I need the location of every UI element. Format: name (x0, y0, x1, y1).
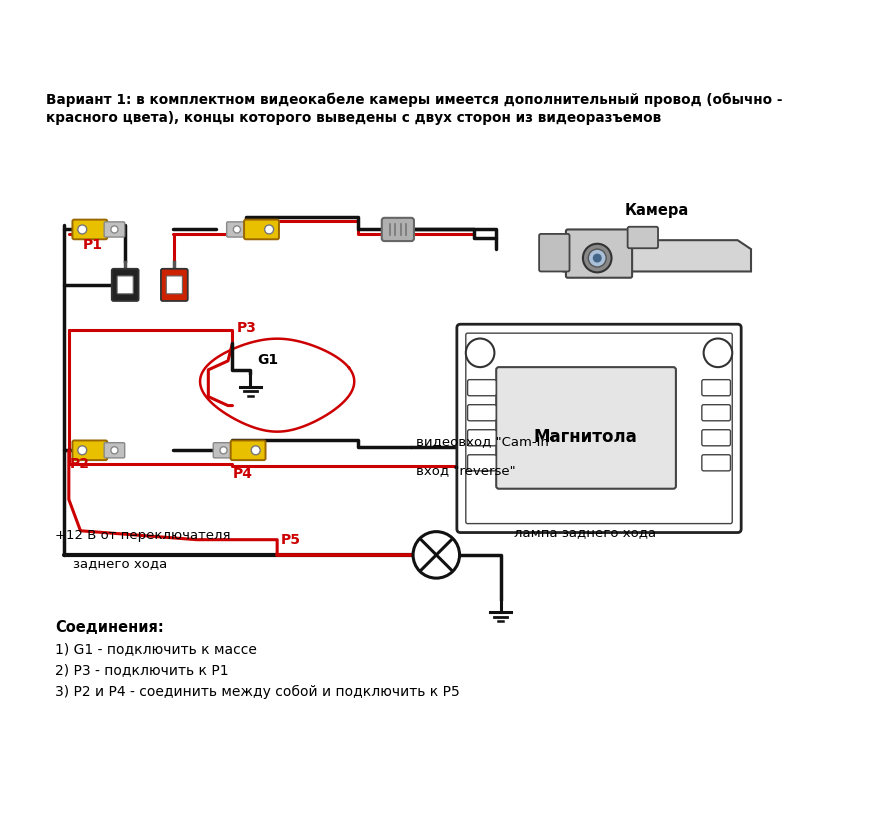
FancyBboxPatch shape (468, 455, 496, 471)
FancyBboxPatch shape (231, 440, 265, 460)
Circle shape (704, 338, 732, 367)
FancyBboxPatch shape (166, 276, 182, 294)
FancyBboxPatch shape (72, 220, 107, 239)
FancyBboxPatch shape (457, 324, 741, 533)
FancyBboxPatch shape (213, 443, 233, 458)
Text: 3) Р2 и Р4 - соединить между собой и подключить к Р5: 3) Р2 и Р4 - соединить между собой и под… (56, 685, 461, 699)
Text: P3: P3 (237, 321, 256, 335)
FancyBboxPatch shape (72, 440, 107, 460)
Text: 1) G1 - подключить к массе: 1) G1 - подключить к массе (56, 642, 257, 656)
Circle shape (110, 447, 118, 454)
Text: P1: P1 (82, 238, 103, 252)
FancyBboxPatch shape (111, 268, 139, 301)
Circle shape (233, 226, 240, 233)
FancyBboxPatch shape (117, 276, 133, 294)
FancyBboxPatch shape (104, 443, 125, 458)
FancyBboxPatch shape (468, 405, 496, 421)
Circle shape (413, 532, 460, 578)
FancyBboxPatch shape (539, 234, 569, 272)
FancyBboxPatch shape (161, 268, 187, 301)
Text: Соединения:: Соединения: (56, 620, 164, 635)
Circle shape (78, 446, 87, 455)
FancyBboxPatch shape (244, 220, 279, 239)
Text: Камера: Камера (625, 203, 690, 218)
FancyBboxPatch shape (702, 455, 730, 471)
FancyBboxPatch shape (628, 227, 658, 248)
FancyBboxPatch shape (702, 429, 730, 446)
Circle shape (110, 226, 118, 233)
Circle shape (264, 225, 273, 234)
Text: 2) Р3 - подключить к Р1: 2) Р3 - подключить к Р1 (56, 663, 229, 677)
FancyBboxPatch shape (702, 405, 730, 421)
Text: P2: P2 (70, 457, 90, 471)
FancyBboxPatch shape (566, 229, 632, 277)
Text: вход "reverse": вход "reverse" (415, 465, 515, 477)
Polygon shape (545, 241, 751, 272)
FancyBboxPatch shape (702, 379, 730, 396)
FancyBboxPatch shape (382, 218, 414, 241)
Text: +12 В от переключателя: +12 В от переключателя (56, 530, 231, 543)
Text: видеовход "Cam-In": видеовход "Cam-In" (415, 435, 554, 447)
Text: заднего хода: заднего хода (73, 557, 168, 571)
Circle shape (251, 446, 260, 455)
Text: лампа заднего хода: лампа заднего хода (514, 525, 656, 539)
Text: P4: P4 (232, 467, 253, 481)
Text: Магнитола: Магнитола (534, 428, 637, 446)
Text: G1: G1 (257, 352, 278, 366)
FancyBboxPatch shape (468, 429, 496, 446)
FancyBboxPatch shape (226, 222, 248, 237)
Circle shape (78, 225, 87, 234)
Circle shape (583, 244, 612, 273)
FancyBboxPatch shape (104, 222, 125, 237)
Circle shape (220, 447, 227, 454)
Text: Вариант 1: в комплектном видеокабеле камеры имеется дополнительный провод (обычн: Вариант 1: в комплектном видеокабеле кам… (47, 93, 783, 126)
FancyBboxPatch shape (468, 379, 496, 396)
Circle shape (588, 249, 606, 267)
Text: P5: P5 (281, 533, 301, 547)
Circle shape (593, 254, 602, 263)
FancyBboxPatch shape (496, 367, 676, 488)
Circle shape (466, 338, 494, 367)
